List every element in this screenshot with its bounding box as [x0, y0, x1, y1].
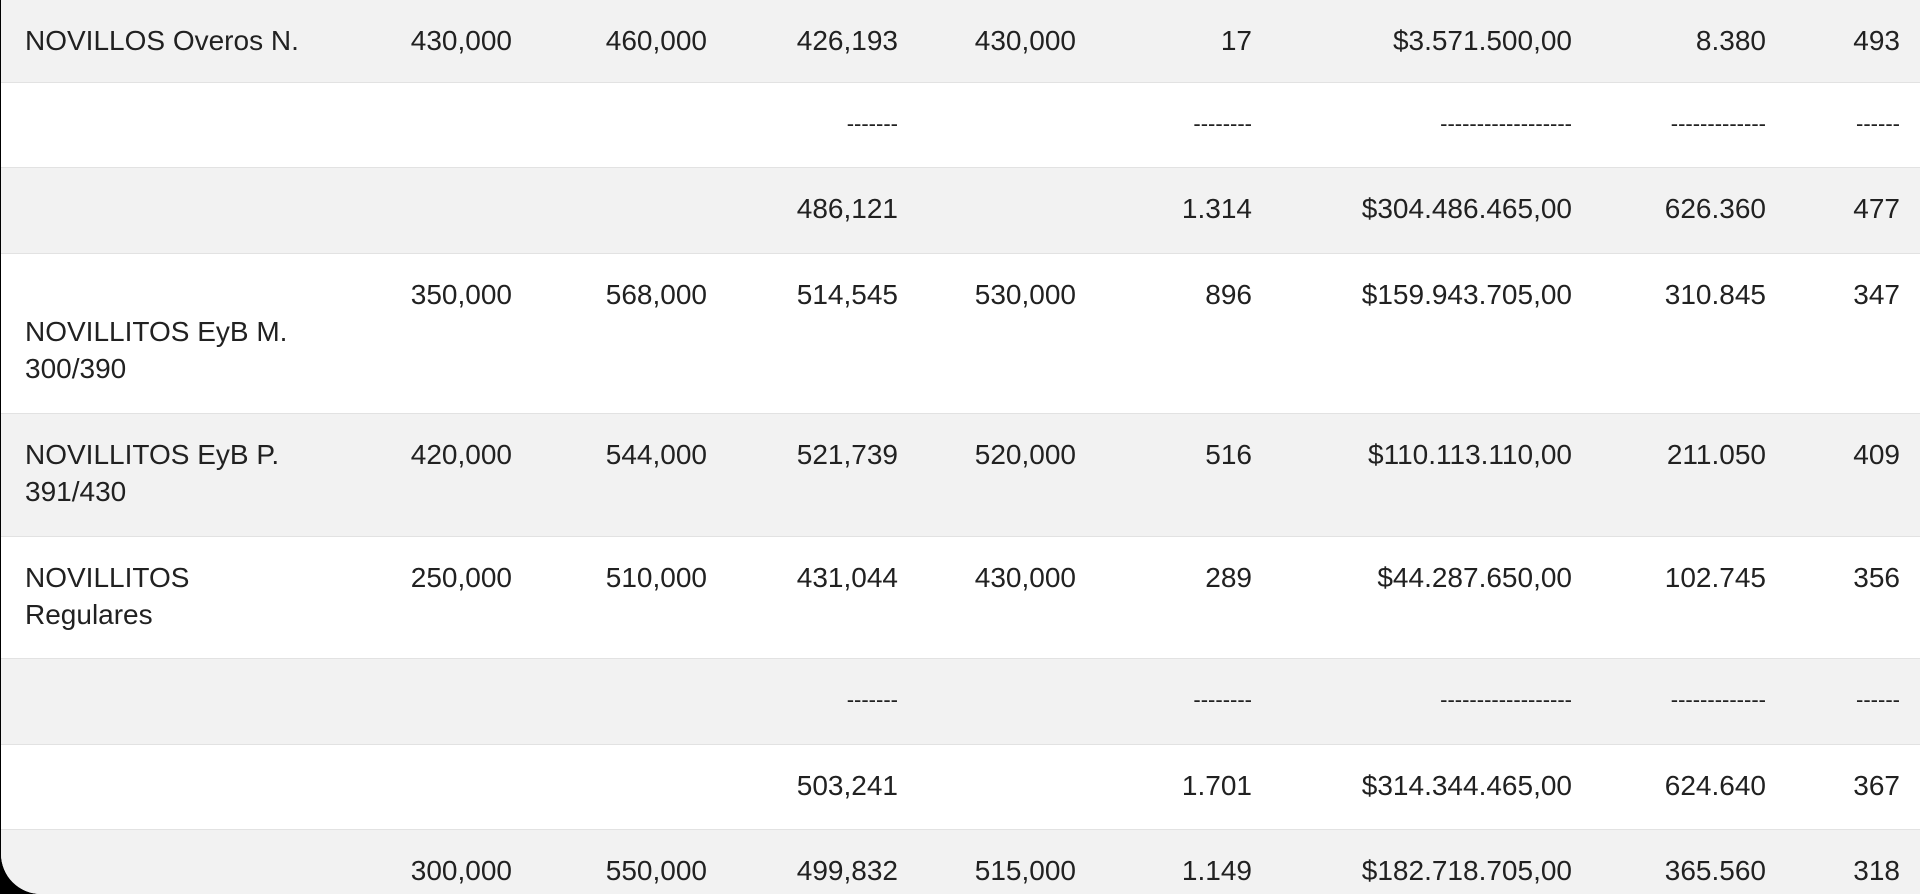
avg-price-cell: 503,241 [707, 744, 898, 830]
head-count-cell: 1.314 [1076, 167, 1252, 254]
mode-price-cell: 430,000 [898, 536, 1076, 659]
table-row: NOVILLITOS Regulares 250,000 510,000 431… [1, 536, 1920, 659]
head-count-cell: 1.701 [1076, 744, 1252, 830]
min-price-cell: 350,000 [371, 253, 512, 414]
min-price-cell [371, 744, 512, 830]
category-cell [1, 658, 371, 745]
category-cell: NOVILLOS Overos N. [1, 0, 371, 83]
avg-kg-cell: 347 [1766, 253, 1920, 414]
amount-cell: $110.113.110,00 [1252, 413, 1572, 537]
table-row: 503,241 1.701 $314.344.465,00 624.640 36… [1, 744, 1920, 830]
mode-price-cell: 520,000 [898, 413, 1076, 537]
category-cell [1, 82, 371, 168]
kg-cell: 626.360 [1572, 167, 1766, 254]
max-price-cell: 460,000 [512, 0, 707, 83]
amount-separator: ------------------ [1252, 82, 1572, 168]
mode-price-cell [898, 167, 1076, 254]
category-cell: NOVILLITOS EyB P. 391/430 [1, 413, 371, 537]
table-row: NOVILLITOS EyB P. 391/430 420,000 544,00… [1, 413, 1920, 537]
mode-price-cell [898, 658, 1076, 745]
avg-price-cell: 514,545 [707, 253, 898, 414]
category-cell [1, 167, 371, 254]
mode-price-cell: 430,000 [898, 0, 1076, 83]
avg-kg-cell: 493 [1766, 0, 1920, 83]
head-count-separator: -------- [1076, 658, 1252, 745]
table-row: NOVILLOS Overos N. 430,000 460,000 426,1… [1, 0, 1920, 83]
kg-cell: 8.380 [1572, 0, 1766, 83]
amount-cell: $182.718.705,00 [1252, 829, 1572, 894]
avg-price-cell: 486,121 [707, 167, 898, 254]
table-row: 300,000 550,000 499,832 515,000 1.149 $1… [1, 829, 1920, 894]
table-row: NOVILLITOS EyB M. 300/390 350,000 568,00… [1, 253, 1920, 414]
max-price-cell [512, 744, 707, 830]
min-price-cell: 430,000 [371, 0, 512, 83]
amount-cell: $314.344.465,00 [1252, 744, 1572, 830]
max-price-cell: 510,000 [512, 536, 707, 659]
table-row: ------- -------- ------------------ ----… [1, 82, 1920, 168]
avg-kg-cell: 477 [1766, 167, 1920, 254]
avg-price-separator: ------- [707, 658, 898, 745]
kg-cell: 211.050 [1572, 413, 1766, 537]
mode-price-cell: 530,000 [898, 253, 1076, 414]
max-price-cell: 544,000 [512, 413, 707, 537]
avg-kg-separator: ------ [1766, 658, 1920, 745]
head-count-cell: 289 [1076, 536, 1252, 659]
kg-cell: 102.745 [1572, 536, 1766, 659]
avg-price-separator: ------- [707, 82, 898, 168]
mode-price-cell [898, 82, 1076, 168]
amount-cell: $304.486.465,00 [1252, 167, 1572, 254]
table-row: 486,121 1.314 $304.486.465,00 626.360 47… [1, 167, 1920, 254]
kg-separator: ------------- [1572, 658, 1766, 745]
min-price-cell: 250,000 [371, 536, 512, 659]
category-cell [1, 829, 371, 894]
avg-kg-cell: 367 [1766, 744, 1920, 830]
min-price-cell [371, 658, 512, 745]
head-count-cell: 1.149 [1076, 829, 1252, 894]
avg-kg-cell: 318 [1766, 829, 1920, 894]
kg-cell: 365.560 [1572, 829, 1766, 894]
mode-price-cell: 515,000 [898, 829, 1076, 894]
min-price-cell [371, 82, 512, 168]
max-price-cell: 568,000 [512, 253, 707, 414]
max-price-cell [512, 167, 707, 254]
avg-price-cell: 499,832 [707, 829, 898, 894]
head-count-cell: 516 [1076, 413, 1252, 537]
kg-cell: 310.845 [1572, 253, 1766, 414]
avg-price-cell: 521,739 [707, 413, 898, 537]
mode-price-cell [898, 744, 1076, 830]
avg-price-cell: 426,193 [707, 0, 898, 83]
max-price-cell [512, 658, 707, 745]
avg-kg-cell: 409 [1766, 413, 1920, 537]
min-price-cell: 420,000 [371, 413, 512, 537]
head-count-cell: 896 [1076, 253, 1252, 414]
kg-separator: ------------- [1572, 82, 1766, 168]
amount-cell: $3.571.500,00 [1252, 0, 1572, 83]
amount-cell: $44.287.650,00 [1252, 536, 1572, 659]
min-price-cell: 300,000 [371, 829, 512, 894]
amount-separator: ------------------ [1252, 658, 1572, 745]
category-cell [1, 744, 371, 830]
category-cell: NOVILLITOS Regulares [1, 536, 371, 659]
avg-price-cell: 431,044 [707, 536, 898, 659]
avg-kg-separator: ------ [1766, 82, 1920, 168]
min-price-cell [371, 167, 512, 254]
head-count-cell: 17 [1076, 0, 1252, 83]
head-count-separator: -------- [1076, 82, 1252, 168]
max-price-cell: 550,000 [512, 829, 707, 894]
amount-cell: $159.943.705,00 [1252, 253, 1572, 414]
max-price-cell [512, 82, 707, 168]
category-cell: NOVILLITOS EyB M. 300/390 [1, 253, 371, 414]
kg-cell: 624.640 [1572, 744, 1766, 830]
table-row: ------- -------- ------------------ ----… [1, 658, 1920, 745]
avg-kg-cell: 356 [1766, 536, 1920, 659]
